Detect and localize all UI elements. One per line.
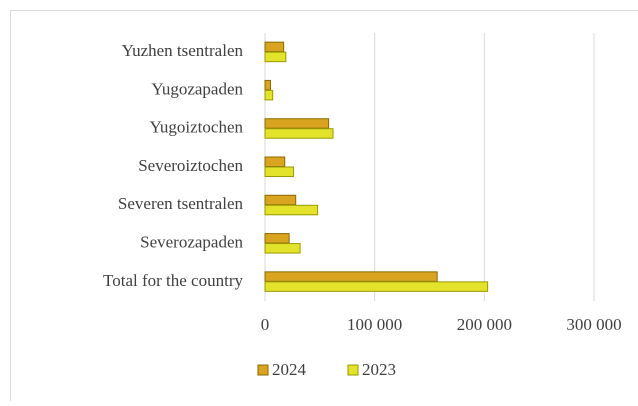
bar	[265, 129, 333, 139]
y-tick-label: Severen tsentralen	[118, 194, 244, 213]
chart-frame	[11, 11, 638, 402]
legend-swatch	[348, 365, 358, 375]
y-tick-label: Severozapaden	[140, 232, 243, 251]
bar	[265, 244, 300, 254]
legend-label: 2024	[272, 360, 307, 379]
y-tick-label: Severoiztochen	[138, 156, 243, 175]
y-tick-label: Yugozapaden	[151, 79, 243, 98]
bar	[265, 119, 329, 129]
legend-swatch	[258, 365, 268, 375]
bar	[265, 90, 273, 100]
x-tick-label: 300 000	[566, 315, 621, 334]
bar	[265, 282, 488, 292]
y-tick-label: Yugoiztochen	[150, 118, 244, 137]
bar	[265, 205, 318, 215]
bar	[265, 167, 294, 177]
legend-label: 2023	[362, 360, 396, 379]
bar	[265, 157, 285, 167]
bar	[265, 42, 284, 52]
bar	[265, 234, 289, 244]
y-tick-label: Total for the country	[103, 271, 243, 290]
bar	[265, 80, 270, 90]
bar	[265, 195, 296, 205]
x-tick-label: 200 000	[457, 315, 512, 334]
y-tick-label: Yuzhen tsentralen	[122, 41, 244, 60]
x-tick-label: 0	[261, 315, 270, 334]
x-tick-label: 100 000	[347, 315, 402, 334]
bar	[265, 272, 437, 282]
bar	[265, 52, 286, 62]
